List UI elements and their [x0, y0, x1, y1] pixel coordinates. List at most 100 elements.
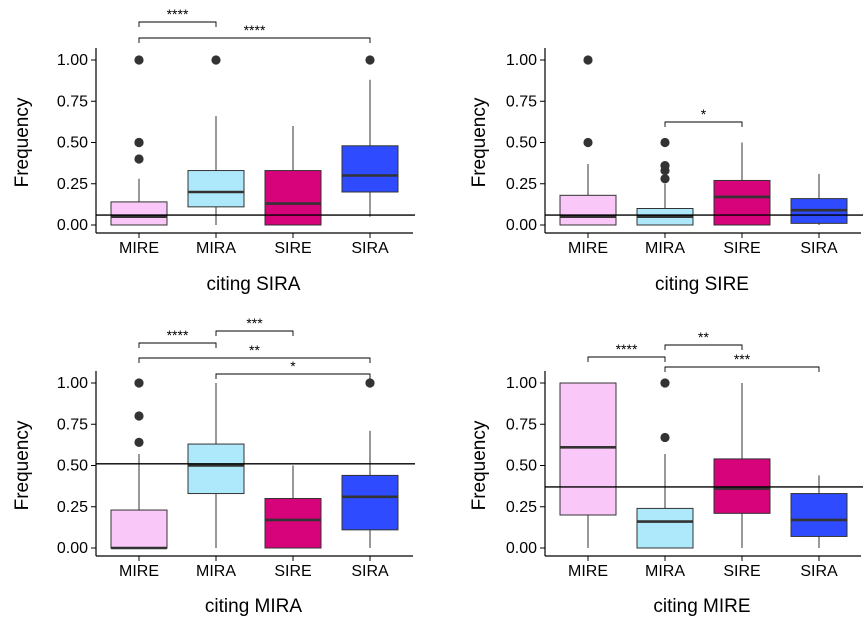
chart-panel-2: 0.00 0.25 0.50 0.75 1.00 Frequency MIRE MIRA SIR… — [469, 48, 863, 295]
bracket-line — [215, 373, 371, 379]
y-tick-label: 0.25 — [57, 176, 88, 193]
box-mire — [559, 55, 617, 226]
bracket-label: * — [701, 106, 707, 122]
box-body — [790, 493, 848, 537]
bracket-line — [138, 37, 371, 43]
bracket-line — [138, 21, 217, 27]
significance-bracket: *** — [664, 351, 820, 372]
box-body — [110, 509, 168, 549]
chart-panel-3: 0.00 0.25 0.50 0.75 1.00 Frequency MIRE MIRA SIR… — [12, 315, 415, 617]
y-tick-label: 0.50 — [57, 458, 88, 475]
y-tick-label: 1.00 — [57, 375, 88, 392]
y-tick-label: 0.75 — [57, 93, 88, 110]
y-tick-label: 0.75 — [506, 93, 537, 110]
box-body — [713, 458, 771, 514]
significance-bracket: ** — [138, 342, 371, 363]
box-body — [110, 201, 168, 226]
bracket-line — [664, 344, 743, 350]
box-sira — [790, 475, 848, 548]
x-tick-label: MIRA — [645, 563, 685, 580]
x-tick-label: MIRA — [196, 240, 236, 257]
box-mira — [187, 55, 245, 225]
outlier-point — [365, 55, 375, 65]
bracket-label: *** — [246, 315, 263, 331]
x-tick-label: SIRA — [351, 563, 389, 580]
box-sira — [341, 55, 399, 217]
box-mira — [636, 378, 694, 549]
y-tick-label: 1.00 — [57, 52, 88, 69]
outlier-point — [134, 411, 144, 421]
x-axis-label: citing SIRE — [655, 274, 749, 295]
significance-bracket: **** — [138, 22, 371, 43]
box-body — [341, 145, 399, 193]
y-tick-label: 0.25 — [506, 499, 537, 516]
outlier-point — [134, 154, 144, 164]
significance-bracket: **** — [138, 6, 217, 27]
significance-bracket: **** — [138, 327, 217, 348]
bracket-line — [587, 356, 666, 362]
box-body — [187, 443, 245, 495]
box-body — [264, 498, 322, 549]
bracket-label: **** — [244, 22, 266, 38]
bracket-label: **** — [167, 327, 189, 343]
x-tick-label: MIRE — [119, 240, 159, 257]
box-body — [636, 507, 694, 549]
outlier-point — [583, 137, 593, 148]
x-tick-label: SIRE — [274, 240, 311, 257]
box-sira — [790, 173, 848, 225]
x-tick-label: MIRA — [645, 240, 685, 257]
y-tick-label: 0.25 — [506, 176, 537, 193]
outlier-point — [134, 137, 144, 148]
significance-bracket: *** — [215, 315, 294, 336]
significance-bracket: * — [664, 106, 743, 127]
y-tick-label: 0.75 — [57, 416, 88, 433]
y-axis-label: Frequency — [12, 97, 33, 187]
box-sire — [264, 465, 322, 549]
outlier-point — [134, 437, 144, 447]
significance-bracket: ** — [664, 329, 743, 350]
box-mira — [187, 383, 245, 548]
x-tick-label: MIRE — [119, 563, 159, 580]
chart-panel-1: 0.00 0.25 0.50 0.75 1.00 Frequency MIRE MIRA SIR… — [12, 6, 415, 295]
bracket-line — [664, 366, 820, 372]
y-tick-label: 0.00 — [57, 540, 88, 557]
y-tick-label: 1.00 — [506, 375, 537, 392]
x-tick-label: MIRE — [568, 240, 608, 257]
outlier-point — [660, 378, 670, 388]
box-mire — [110, 378, 168, 550]
box-body — [187, 170, 245, 208]
box-mira — [636, 137, 694, 226]
bracket-label: ** — [698, 329, 709, 345]
y-axis-label: Frequency — [469, 97, 490, 187]
x-axis-label: citing MIRE — [653, 596, 750, 617]
bracket-label: **** — [167, 6, 189, 22]
box-body — [341, 474, 399, 531]
y-tick-label: 0.50 — [506, 458, 537, 475]
y-tick-label: 0.00 — [57, 217, 88, 234]
x-tick-label: SIRE — [723, 563, 760, 580]
box-sire — [713, 142, 771, 226]
x-tick-label: SIRA — [351, 240, 389, 257]
x-axis-label: citing MIRA — [205, 596, 302, 617]
bracket-line — [138, 357, 371, 363]
x-axis-label: citing SIRA — [207, 274, 301, 295]
y-tick-label: 0.25 — [57, 499, 88, 516]
bracket-line — [664, 121, 743, 127]
y-tick-label: 0.00 — [506, 540, 537, 557]
x-tick-label: SIRA — [800, 563, 838, 580]
outlier-point — [660, 174, 670, 184]
x-tick-label: MIRA — [196, 563, 236, 580]
bracket-label: **** — [616, 341, 638, 357]
outlier-point — [660, 161, 670, 171]
x-tick-label: SIRE — [723, 240, 760, 257]
x-tick-label: SIRA — [800, 240, 838, 257]
bracket-line — [138, 342, 217, 348]
y-tick-label: 0.00 — [506, 217, 537, 234]
outlier-point — [583, 55, 593, 65]
x-tick-label: MIRE — [568, 563, 608, 580]
outlier-point — [134, 378, 144, 388]
box-body — [559, 194, 617, 226]
box-mire — [559, 382, 617, 548]
box-sira — [341, 378, 399, 548]
